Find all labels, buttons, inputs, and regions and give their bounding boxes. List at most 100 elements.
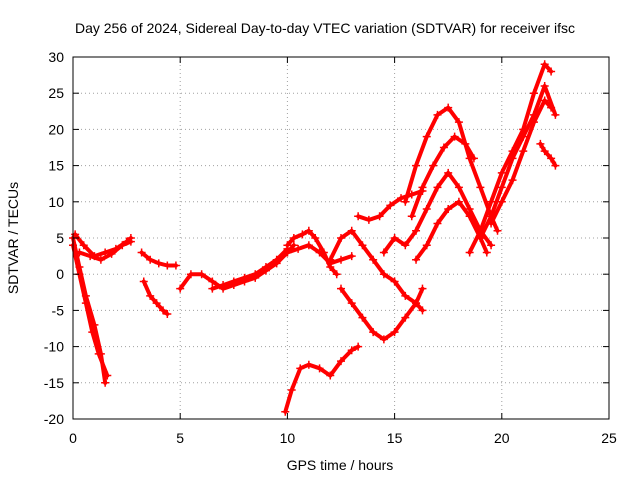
data-point: [551, 110, 560, 119]
y-tick-label: -10: [44, 339, 64, 355]
data-point: [337, 284, 345, 293]
data-point: [529, 89, 538, 98]
data-point: [547, 67, 556, 76]
data-point: [96, 255, 105, 264]
data-point: [304, 241, 313, 250]
data-point: [208, 277, 217, 286]
data-point: [294, 244, 303, 253]
axis-ticks: [72, 56, 610, 420]
data-point: [379, 248, 388, 257]
data-point: [379, 335, 388, 344]
data-point: [311, 234, 320, 242]
data-point: [71, 230, 80, 239]
data-point: [444, 205, 453, 214]
data-point: [390, 277, 399, 286]
data-point: [536, 139, 545, 148]
data-point: [551, 161, 560, 170]
data-point: [326, 371, 335, 380]
y-tick-label: 30: [48, 49, 64, 65]
data-point: [315, 248, 324, 257]
x-tick-label: 5: [176, 430, 184, 446]
series-line: [283, 344, 361, 414]
y-tick-label: 10: [48, 194, 64, 210]
data-point: [118, 241, 127, 250]
data-series: [69, 60, 560, 416]
data-point: [439, 143, 448, 152]
data-point: [540, 96, 549, 105]
data-point: [347, 299, 356, 308]
y-tick-label: -15: [44, 375, 64, 391]
data-point: [450, 132, 459, 141]
data-point: [298, 230, 307, 239]
series-trace-7: [176, 241, 298, 293]
data-point: [88, 328, 97, 337]
data-point: [390, 234, 399, 242]
data-point: [163, 310, 172, 319]
data-point: [487, 219, 496, 228]
data-point: [465, 212, 474, 221]
data-point: [176, 284, 185, 293]
data-point: [529, 118, 538, 127]
x-tick-label: 25: [601, 430, 617, 446]
data-point: [283, 248, 292, 257]
data-point: [508, 176, 517, 185]
series-line: [71, 243, 110, 378]
data-point: [146, 291, 155, 300]
series-trace-11: [281, 342, 363, 416]
series-trace-22: [536, 139, 560, 170]
data-point: [422, 205, 431, 214]
series-trace-8: [208, 244, 292, 293]
series-line: [328, 228, 425, 313]
data-point: [347, 252, 356, 261]
data-point: [469, 154, 478, 163]
data-point: [152, 299, 161, 308]
data-point: [304, 226, 313, 235]
tick-labels: 0 5 10 15 20 25 -20 -15 -10 -5 0 5 10 15 20 25 30: [44, 49, 617, 446]
data-point: [519, 132, 528, 141]
data-point: [337, 255, 345, 264]
data-point: [412, 226, 421, 235]
data-point: [454, 183, 463, 192]
series-line: [339, 286, 425, 342]
series-line: [538, 141, 558, 168]
data-point: [465, 248, 474, 257]
data-point: [487, 197, 496, 206]
data-point: [433, 183, 442, 192]
data-point: [364, 215, 373, 224]
data-point: [407, 212, 416, 221]
series-trace-13: [337, 284, 427, 344]
data-point: [487, 241, 496, 250]
series-line: [403, 105, 500, 233]
data-point: [422, 132, 431, 141]
series-line: [478, 84, 558, 240]
data-point: [418, 183, 427, 192]
data-point: [94, 349, 103, 358]
data-point: [354, 212, 363, 221]
data-point: [289, 234, 298, 242]
data-point: [418, 284, 427, 293]
data-point: [163, 261, 172, 270]
x-tick-label: 0: [69, 430, 77, 446]
data-point: [476, 183, 485, 192]
data-point: [547, 154, 556, 163]
data-point: [86, 252, 95, 261]
data-point: [454, 118, 463, 127]
data-point: [81, 299, 90, 308]
data-point: [261, 262, 270, 271]
data-point: [358, 313, 367, 322]
data-point: [429, 161, 438, 170]
data-point: [390, 328, 399, 337]
data-point: [422, 241, 431, 250]
data-point: [497, 197, 506, 206]
data-point: [465, 205, 474, 214]
y-axis-label: SDTVAR / TECUs: [5, 182, 21, 294]
data-point: [397, 194, 406, 203]
series-trace-19: [465, 60, 556, 257]
data-point: [107, 249, 116, 258]
x-tick-label: 10: [280, 430, 296, 446]
data-point: [401, 291, 410, 300]
data-point: [379, 270, 388, 279]
y-tick-label: 20: [48, 121, 64, 137]
data-point: [326, 255, 335, 264]
